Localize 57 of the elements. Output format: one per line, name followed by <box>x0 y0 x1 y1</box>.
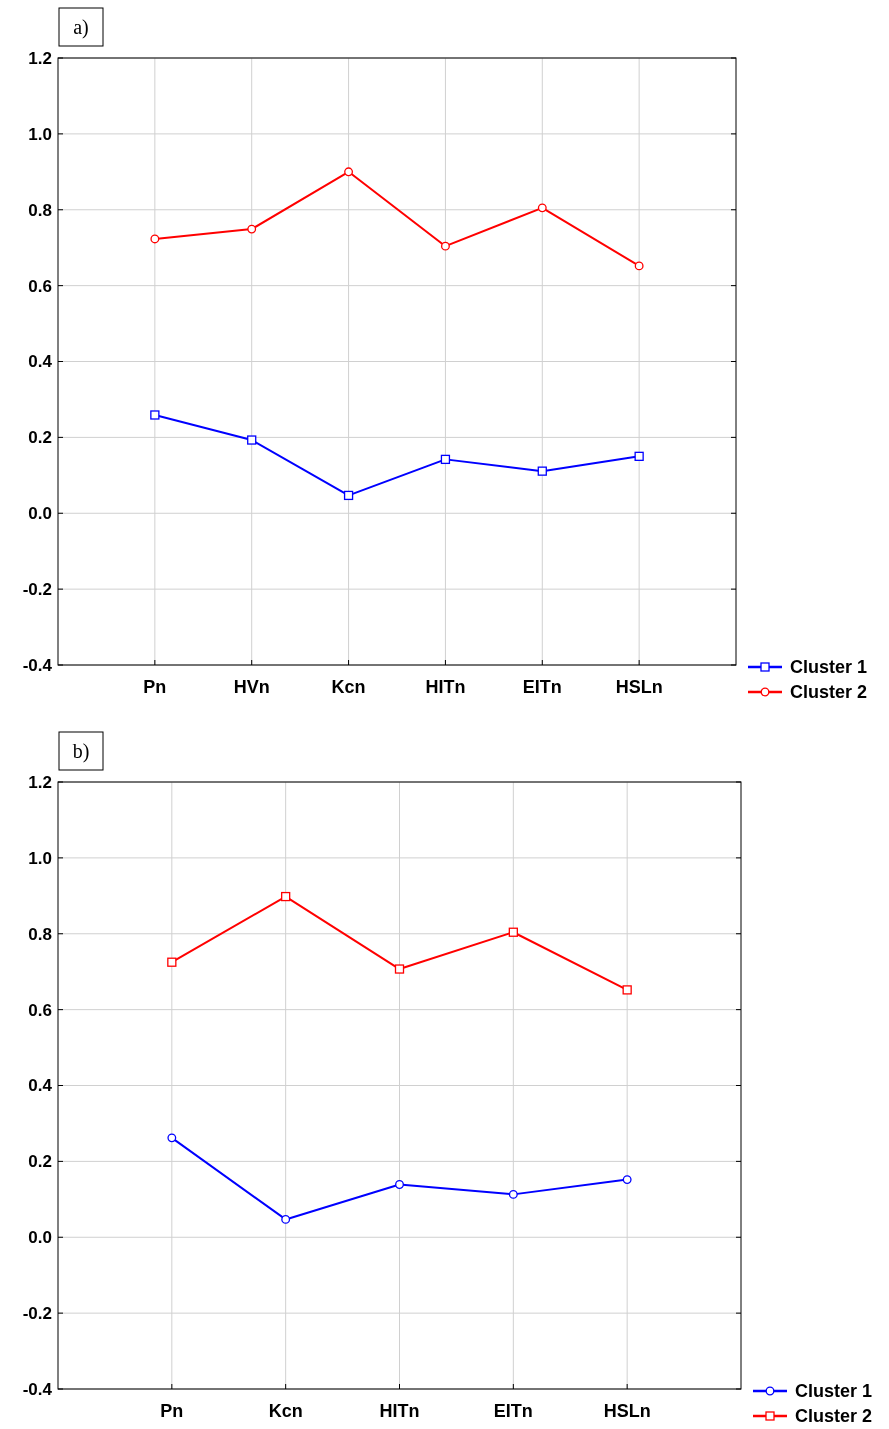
point <box>537 203 547 213</box>
point <box>247 435 257 445</box>
point <box>622 1175 632 1185</box>
y-tick-label: 0.4 <box>28 352 53 372</box>
y-tick-label: 1.2 <box>28 772 52 792</box>
y-tick-label: 0.8 <box>28 924 52 944</box>
y-tick-label: 1.0 <box>28 124 52 144</box>
point <box>281 1214 291 1224</box>
x-tick-label: EITn <box>493 1401 533 1421</box>
point <box>247 224 257 234</box>
legend-label: Cluster 1 <box>790 657 868 678</box>
x-tick-label: Pn <box>143 677 167 697</box>
x-tick-label: Kcn <box>331 677 366 697</box>
x-tick-label: HITn <box>379 1401 420 1421</box>
point <box>440 454 451 465</box>
x-tick-label: HSLn <box>615 677 663 697</box>
point <box>537 466 547 476</box>
point <box>622 985 632 995</box>
y-tick-label: -0.2 <box>22 580 52 600</box>
y-tick-label: -0.4 <box>22 655 53 675</box>
x-tick-label: EITn <box>522 677 562 697</box>
point <box>634 261 644 271</box>
point <box>281 891 291 902</box>
point <box>508 927 518 937</box>
point <box>508 1189 518 1199</box>
legend-label: Cluster 2 <box>795 1406 873 1427</box>
y-tick-label: 0.0 <box>28 1228 52 1248</box>
y-tick-label: 0.8 <box>28 200 52 220</box>
y-tick-label: 1.2 <box>28 48 52 68</box>
y-tick-label: -0.4 <box>22 1379 53 1399</box>
legend-label: Cluster 1 <box>795 1381 873 1402</box>
point <box>395 1180 404 1189</box>
point <box>344 167 354 177</box>
point <box>343 490 354 501</box>
point <box>634 451 644 461</box>
y-tick-label: 0.6 <box>28 276 52 296</box>
y-tick-label: 0.2 <box>28 428 52 448</box>
x-tick-label: HITn <box>425 677 466 697</box>
chart-title: b) <box>72 740 90 763</box>
chart-title: a) <box>73 16 89 39</box>
y-tick-label: 0.6 <box>28 1000 52 1020</box>
x-tick-label: Kcn <box>268 1401 303 1421</box>
point <box>150 410 160 420</box>
x-tick-label: HVn <box>233 677 270 697</box>
point <box>440 241 450 251</box>
y-tick-label: 1.0 <box>28 848 52 868</box>
point <box>167 1133 177 1143</box>
y-tick-label: 0.4 <box>28 1076 53 1096</box>
x-tick-label: Pn <box>160 1401 184 1421</box>
point <box>150 234 160 244</box>
y-tick-label: -0.2 <box>22 1304 52 1324</box>
x-tick-label: HSLn <box>603 1401 651 1421</box>
point <box>394 964 405 974</box>
y-tick-label: 0.0 <box>28 504 52 524</box>
legend-label: Cluster 2 <box>790 682 868 703</box>
y-tick-label: 0.2 <box>28 1152 52 1172</box>
point <box>167 957 177 967</box>
